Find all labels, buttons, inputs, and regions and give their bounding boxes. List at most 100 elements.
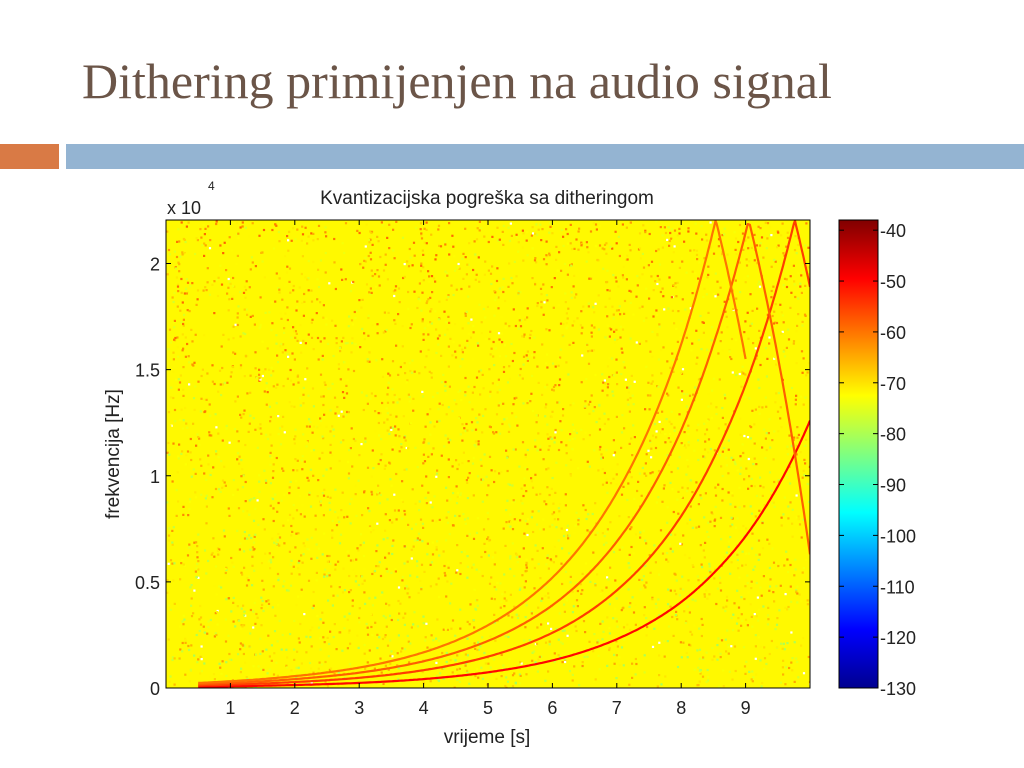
- noise-speck: [563, 610, 566, 613]
- noise-speck: [167, 562, 170, 565]
- noise-speck: [663, 655, 666, 658]
- noise-speck: [366, 466, 370, 469]
- noise-speck: [303, 460, 306, 463]
- noise-speck: [207, 463, 210, 466]
- noise-speck: [609, 521, 612, 524]
- noise-speck: [236, 312, 239, 315]
- noise-speck: [550, 487, 553, 490]
- noise-speck: [237, 236, 240, 240]
- noise-speck: [786, 558, 789, 561]
- noise-speck: [253, 323, 256, 326]
- noise-speck: [365, 394, 368, 397]
- noise-speck: [601, 532, 604, 535]
- noise-speck: [324, 252, 327, 255]
- noise-speck: [693, 668, 696, 671]
- noise-speck: [552, 306, 555, 309]
- noise-speck: [484, 662, 487, 665]
- noise-speck: [208, 380, 211, 383]
- noise-speck: [702, 549, 705, 552]
- noise-speck: [713, 449, 716, 452]
- noise-speck: [707, 535, 710, 538]
- noise-speck: [791, 508, 794, 511]
- noise-speck: [289, 563, 292, 566]
- noise-speck: [243, 375, 246, 378]
- noise-speck: [455, 571, 458, 574]
- noise-speck: [545, 240, 548, 243]
- noise-speck: [568, 534, 571, 537]
- noise-speck: [303, 292, 306, 296]
- noise-speck: [356, 229, 359, 232]
- noise-speck: [423, 460, 427, 463]
- noise-speck: [181, 349, 184, 352]
- noise-speck: [797, 517, 800, 521]
- noise-speck: [594, 373, 597, 377]
- noise-speck: [526, 448, 529, 452]
- noise-speck: [172, 526, 175, 529]
- noise-speck: [787, 605, 790, 609]
- noise-speck: [703, 422, 706, 425]
- noise-speck: [262, 228, 266, 232]
- noise-speck: [331, 536, 334, 539]
- noise-speck: [181, 450, 184, 453]
- noise-speck: [364, 256, 367, 260]
- noise-speck: [799, 285, 802, 288]
- noise-speck: [525, 673, 528, 676]
- noise-speck: [291, 352, 294, 355]
- noise-speck: [334, 563, 337, 566]
- noise-speck: [246, 313, 249, 316]
- noise-speck: [401, 480, 404, 483]
- noise-speck: [615, 415, 618, 418]
- noise-speck: [252, 610, 255, 613]
- noise-speck: [289, 379, 293, 382]
- noise-speck: [541, 393, 544, 396]
- noise-speck: [331, 454, 334, 457]
- noise-speck: [545, 294, 548, 297]
- noise-speck: [490, 597, 493, 600]
- noise-speck: [692, 393, 695, 396]
- noise-speck: [602, 543, 606, 546]
- noise-speck: [608, 632, 611, 635]
- noise-speck: [381, 637, 385, 641]
- noise-speck: [171, 296, 174, 299]
- noise-speck: [458, 495, 461, 498]
- noise-speck: [683, 392, 686, 396]
- noise-speck: [438, 595, 441, 599]
- noise-speck: [217, 488, 221, 491]
- noise-speck: [518, 465, 521, 468]
- noise-speck: [387, 372, 390, 375]
- noise-speck: [585, 517, 588, 521]
- noise-speck: [592, 650, 595, 653]
- noise-speck: [670, 228, 674, 231]
- noise-speck: [781, 647, 784, 650]
- noise-speck: [377, 462, 380, 466]
- noise-speck: [237, 507, 241, 510]
- noise-speck: [232, 365, 235, 369]
- noise-speck: [312, 674, 315, 677]
- noise-speck: [236, 254, 239, 257]
- noise-speck: [369, 287, 372, 290]
- noise-speck: [361, 327, 364, 330]
- noise-speck: [260, 596, 263, 599]
- noise-speck: [668, 276, 671, 279]
- noise-speck: [272, 673, 276, 676]
- noise-speck: [368, 527, 372, 530]
- noise-speck: [397, 373, 400, 376]
- noise-speck: [437, 343, 440, 346]
- noise-speck: [729, 572, 732, 575]
- noise-speck: [706, 597, 709, 600]
- noise-speck: [369, 397, 372, 400]
- noise-speck: [522, 494, 525, 498]
- noise-speck: [802, 469, 805, 472]
- noise-speck: [401, 500, 405, 503]
- noise-speck: [322, 395, 325, 398]
- noise-speck: [269, 558, 272, 561]
- noise-speck: [601, 620, 604, 623]
- noise-speck: [377, 412, 380, 415]
- noise-speck: [698, 657, 701, 660]
- noise-speck: [430, 634, 433, 637]
- noise-speck: [764, 457, 767, 460]
- noise-speck: [581, 572, 584, 575]
- noise-speck: [521, 502, 524, 505]
- noise-speck: [537, 606, 540, 609]
- noise-speck: [452, 492, 455, 495]
